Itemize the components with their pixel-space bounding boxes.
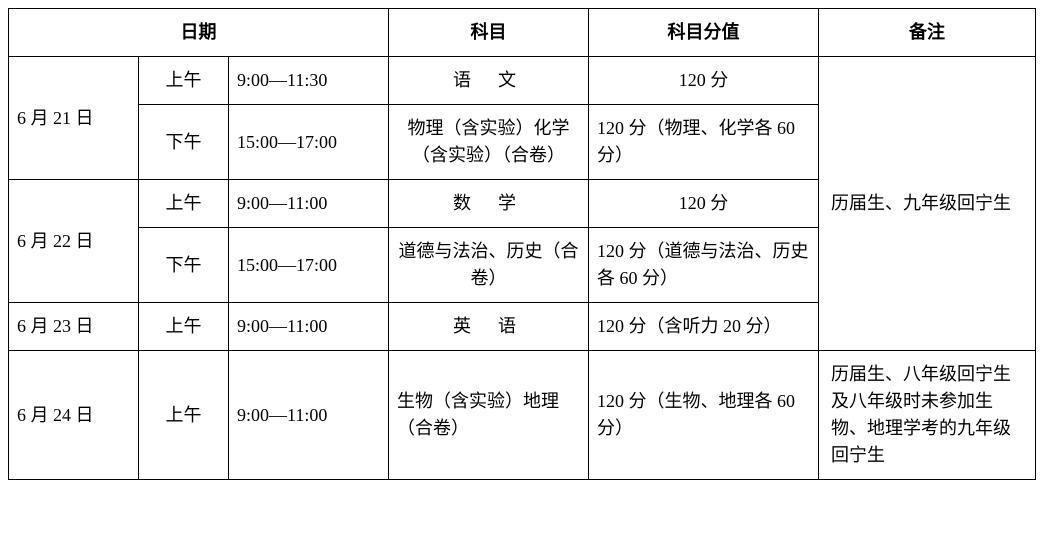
cell-time: 9:00—11:00 (229, 303, 389, 351)
cell-period: 上午 (139, 351, 229, 480)
cell-score: 120 分 (589, 57, 819, 105)
header-subject: 科目 (389, 9, 589, 57)
table-row: 6 月 21 日 上午 9:00—11:30 语文 120 分 历届生、九年级回… (9, 57, 1036, 105)
cell-time: 15:00—17:00 (229, 228, 389, 303)
table-header-row: 日期 科目 科目分值 备注 (9, 9, 1036, 57)
cell-score: 120 分（生物、地理各 60 分） (589, 351, 819, 480)
header-score: 科目分值 (589, 9, 819, 57)
cell-note-group2: 历届生、八年级回宁生及八年级时未参加生物、地理学考的九年级回宁生 (819, 351, 1036, 480)
cell-date: 6 月 23 日 (9, 303, 139, 351)
cell-note-group1: 历届生、九年级回宁生 (819, 57, 1036, 351)
cell-subject: 语文 (389, 57, 589, 105)
cell-subject: 物理（含实验）化学（含实验）（合卷） (389, 105, 589, 180)
cell-subject: 数学 (389, 180, 589, 228)
cell-subject: 道德与法治、历史（合卷） (389, 228, 589, 303)
cell-date: 6 月 22 日 (9, 180, 139, 303)
cell-period: 上午 (139, 303, 229, 351)
cell-period: 下午 (139, 228, 229, 303)
cell-date: 6 月 21 日 (9, 57, 139, 180)
cell-time: 15:00—17:00 (229, 105, 389, 180)
cell-score: 120 分（物理、化学各 60 分） (589, 105, 819, 180)
cell-subject: 生物（含实验）地理（合卷） (389, 351, 589, 480)
cell-subject: 英语 (389, 303, 589, 351)
header-date: 日期 (9, 9, 389, 57)
cell-period: 下午 (139, 105, 229, 180)
cell-period: 上午 (139, 57, 229, 105)
header-note: 备注 (819, 9, 1036, 57)
table-row: 6 月 24 日 上午 9:00—11:00 生物（含实验）地理（合卷） 120… (9, 351, 1036, 480)
cell-period: 上午 (139, 180, 229, 228)
cell-score: 120 分 (589, 180, 819, 228)
exam-schedule-table: 日期 科目 科目分值 备注 6 月 21 日 上午 9:00—11:30 语文 … (8, 8, 1036, 480)
cell-score: 120 分（道德与法治、历史各 60 分） (589, 228, 819, 303)
cell-time: 9:00—11:00 (229, 180, 389, 228)
cell-time: 9:00—11:00 (229, 351, 389, 480)
cell-date: 6 月 24 日 (9, 351, 139, 480)
cell-score: 120 分（含听力 20 分） (589, 303, 819, 351)
cell-time: 9:00—11:30 (229, 57, 389, 105)
